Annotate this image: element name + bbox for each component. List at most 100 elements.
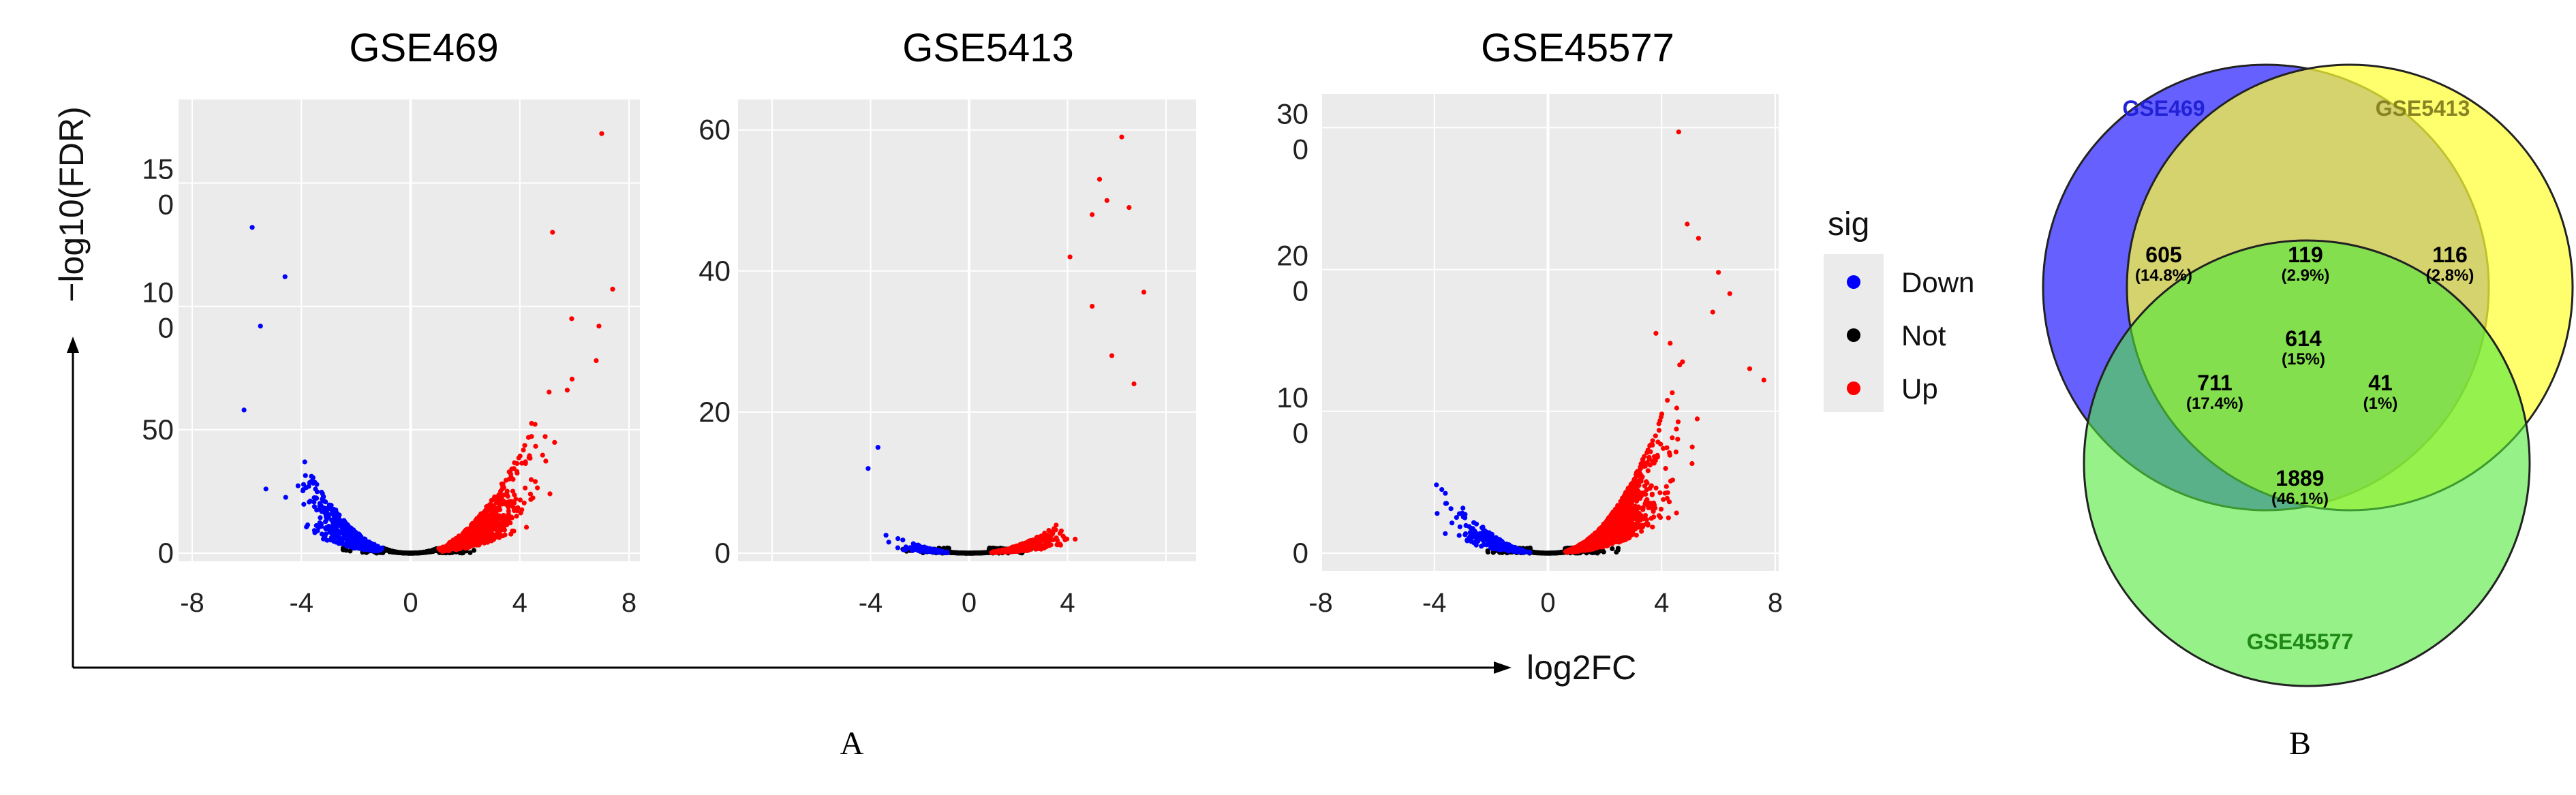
data-point-down [323,531,328,537]
data-point-down [1435,511,1440,516]
data-point-not [1554,550,1559,556]
data-point-up [445,545,450,550]
data-point-down [364,541,369,546]
y-tick-label: 60 [699,114,731,146]
data-point-down [1443,490,1448,496]
data-point-up [1674,405,1679,411]
data-point-up [528,477,534,482]
data-point-down [295,483,301,488]
data-point-up [1636,510,1642,516]
data-point-up [1656,428,1662,433]
data-point-down [1443,531,1448,536]
data-point-up [1047,537,1053,542]
data-point-up [507,469,512,475]
data-point-down [1469,535,1475,540]
data-point-up [1647,463,1653,468]
data-point-down [1454,515,1459,520]
legend-dot-up [1847,381,1860,395]
data-point-down [1443,501,1448,506]
data-point-up [1119,134,1124,140]
data-point-not [426,548,431,554]
data-point-up [1673,449,1678,455]
data-point-up [1109,353,1115,358]
data-point-up [1609,517,1614,523]
data-point-up [569,376,575,382]
data-point-up [1643,492,1649,497]
data-point-up [1620,511,1626,516]
x-tick-label: 0 [403,588,418,618]
data-point-down [301,501,307,507]
data-point-up [480,529,486,534]
data-point-up [1620,505,1625,511]
data-point-up [1640,525,1645,530]
data-point-not [390,549,396,555]
data-point-up [1696,236,1701,241]
data-point-up [1647,486,1653,491]
data-point-down [1471,520,1477,525]
data-point-down [1434,482,1439,488]
data-point-up [1048,542,1054,548]
data-point-not [1610,546,1615,552]
data-point-up [1589,545,1594,550]
data-point-up [499,481,504,486]
x-axis-label: log2FC [1527,649,1636,687]
data-point-up [533,443,538,449]
data-point-down [346,537,351,543]
data-point-up [470,531,475,536]
data-point-up [1656,513,1662,518]
data-point-up [1630,505,1636,511]
data-point-up [1636,504,1641,510]
data-point-down [313,495,320,501]
y-axis-label: −log10(FDR) [52,106,91,302]
data-point-up [1626,503,1631,509]
data-point-up [1640,460,1645,466]
panel-title: GSE469 [349,26,498,70]
data-point-up [1676,129,1681,135]
data-point-up [440,544,446,550]
data-point-down [1462,532,1468,537]
data-point-up [1131,381,1137,387]
data-point-down [326,506,331,512]
data-point-down [1448,506,1454,512]
x-tick-label: -8 [1308,588,1333,618]
data-point-down [302,459,307,465]
data-point-up [521,500,527,505]
data-point-up [1649,491,1655,497]
data-point-up [996,548,1001,553]
data-point-down [336,536,342,542]
data-point-down [356,539,362,544]
data-point-up [1651,461,1657,466]
data-point-not [1485,548,1490,554]
data-point-down [314,482,320,487]
data-point-down [895,536,901,542]
data-point-down [1474,539,1479,545]
data-point-down [335,522,341,527]
data-point-down [1450,520,1455,526]
data-point-up [1655,454,1660,460]
data-point-up [495,519,500,525]
data-point-up [519,461,525,466]
data-point-up [1569,548,1575,554]
data-point-down [320,491,325,497]
data-point-down [1460,505,1466,511]
venn-set-label-gse5413: GSE5413 [2376,96,2470,121]
data-point-not [467,550,473,555]
data-point-down [936,550,941,555]
data-point-up [485,505,490,512]
data-point-up [517,497,523,503]
data-point-down [341,527,347,533]
region-percent: (14.8%) [2135,266,2192,285]
data-point-not [962,550,967,556]
data-point-up [1595,538,1601,544]
data-point-up [1665,490,1670,495]
data-point-up [1666,499,1672,505]
data-point-up [1629,500,1634,505]
data-point-up [512,492,517,498]
data-point-up [1689,461,1695,467]
data-point-up [465,532,471,537]
legend-item-down: Down [1847,266,1974,298]
data-point-down [283,495,288,500]
data-point-up [1037,542,1043,548]
data-point-up [1607,527,1612,533]
data-point-up [990,549,996,555]
